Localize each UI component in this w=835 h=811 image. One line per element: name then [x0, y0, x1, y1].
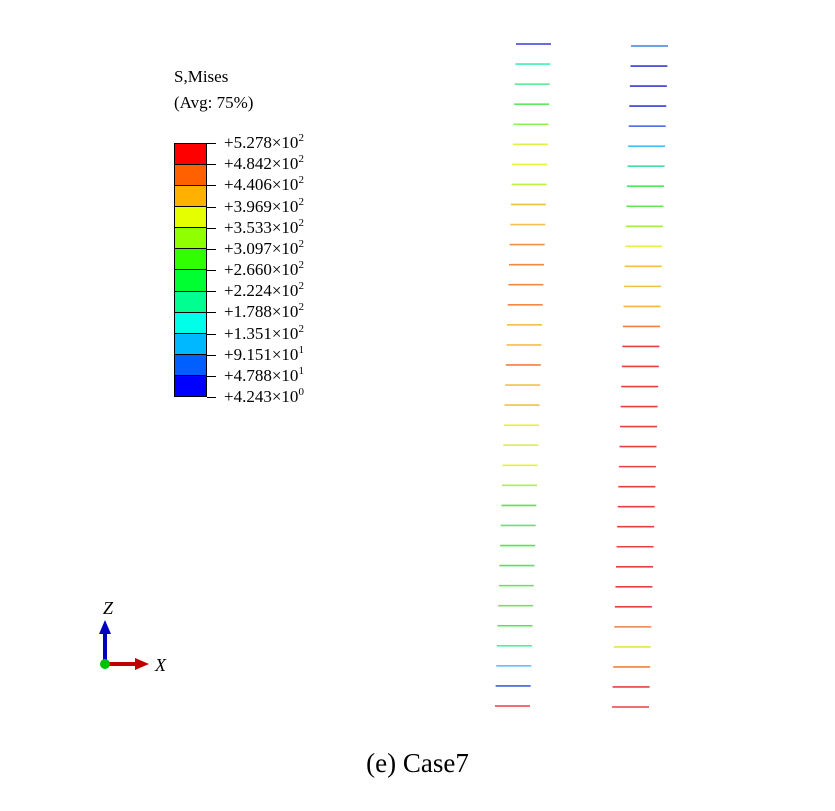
legend-tick [207, 164, 216, 166]
legend-band [175, 144, 206, 166]
x-arrowhead [135, 658, 149, 670]
legend-variable: S,Mises [174, 67, 229, 86]
legend-label: +3.533×102 [224, 216, 304, 237]
legend-label: +9.151×101 [224, 343, 304, 364]
legend-label: +4.406×102 [224, 174, 304, 195]
legend-band [175, 270, 206, 292]
legend-band [175, 207, 206, 229]
figure-caption: (e) Case7 [366, 748, 469, 778]
legend-band [175, 333, 206, 355]
legend-band [175, 375, 206, 396]
legend-tick [207, 397, 216, 398]
z-axis-label: Z [103, 598, 114, 618]
legend-label: +5.278×102 [224, 132, 304, 152]
legend-title: S,Mises (Avg: 75%) [174, 64, 253, 116]
legend-band [175, 312, 206, 334]
legend-label: +4.788×101 [224, 364, 304, 385]
legend-tick [207, 206, 216, 208]
legend-label: +1.788×102 [224, 301, 304, 322]
legend-tick [207, 248, 216, 250]
legend-tick [207, 270, 216, 271]
legend-band [175, 165, 206, 187]
origin-dot [100, 659, 110, 669]
legend-label: +4.842×102 [224, 153, 304, 174]
legend-label: +2.660×102 [224, 259, 304, 279]
legend-tick [207, 143, 216, 144]
legend-band [175, 228, 206, 250]
legend-tick [207, 312, 216, 314]
legend-tick [207, 227, 216, 229]
legend-tick [207, 375, 216, 377]
legend-label: +4.243×100 [224, 386, 304, 406]
z-arrowhead [99, 620, 111, 634]
legend-averaging: (Avg: 75%) [174, 93, 254, 112]
x-axis-label: X [154, 655, 167, 675]
legend-label: +2.224×102 [224, 280, 304, 301]
axis-triad: Z X [99, 598, 167, 675]
color-legend-bar [174, 143, 207, 397]
legend-tick [207, 185, 216, 187]
legend-tick [207, 354, 216, 356]
legend-tick [207, 291, 216, 293]
legend-label: +3.097×102 [224, 237, 304, 258]
legend-label: +3.969×102 [224, 195, 304, 216]
legend-band [175, 186, 206, 208]
legend-band [175, 291, 206, 313]
legend-tick [207, 333, 216, 335]
legend-band [175, 249, 206, 271]
legend-band [175, 354, 206, 376]
model-members [495, 43, 668, 708]
legend-label: +1.351×102 [224, 322, 304, 343]
